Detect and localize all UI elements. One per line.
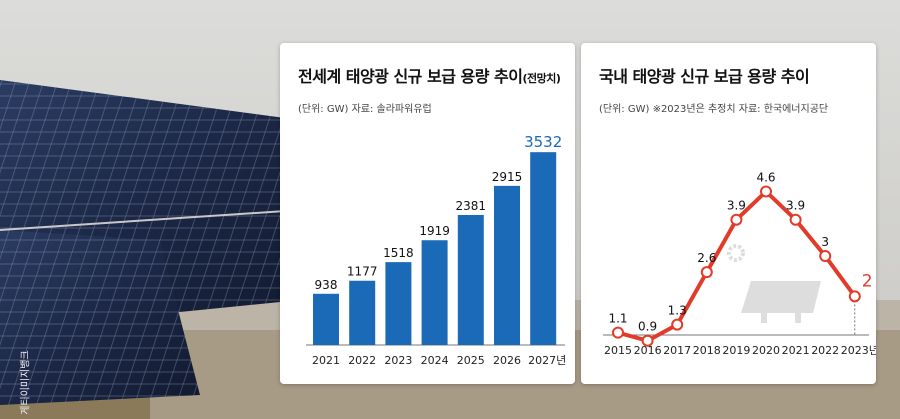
x-tick-label: 2024 (421, 354, 449, 367)
chart-title-suffix: (전망치) (522, 72, 561, 85)
panel-leg (761, 313, 767, 323)
bar (457, 215, 484, 345)
x-tick-label: 2026 (493, 354, 521, 367)
data-label: 1518 (383, 246, 414, 260)
data-label: 2 (862, 271, 873, 291)
x-tick-label: 2021 (782, 344, 810, 357)
data-label: 0.9 (638, 320, 657, 334)
x-tick-label: 2025 (457, 354, 485, 367)
data-point (700, 266, 713, 279)
line-chart: 1.1 2015 0.9 2016 1.3 2017 2.6 2018 3.9 2019 4.6 20… (603, 170, 876, 357)
x-tick-label: 2023 (384, 354, 412, 367)
bar (313, 293, 339, 345)
data-label: 1919 (419, 224, 450, 238)
data-label: 4.6 (756, 170, 775, 184)
domestic-solar-card: 국내 태양광 신규 보급 용량 추이 (단위: GW) ※2023년은 추정치 … (581, 43, 876, 384)
data-point (789, 213, 802, 226)
x-tick-label: 2016 (634, 344, 662, 357)
data-point (730, 213, 743, 226)
chart-title: 국내 태양광 신규 보급 용량 추이 (599, 67, 810, 86)
photo-credit: 게티이미지뱅크 (20, 350, 32, 415)
solar-panel-icon (741, 281, 821, 323)
x-tick-label: 2020 (752, 344, 780, 357)
bar (385, 262, 412, 345)
data-point (641, 334, 654, 347)
x-tick-label: 2018 (693, 344, 721, 357)
data-label: 2915 (492, 170, 523, 184)
data-label: 3 (821, 235, 829, 249)
data-label: 2381 (456, 199, 487, 213)
panel-shape (741, 281, 821, 313)
gear-icon (727, 244, 745, 262)
data-point (612, 326, 624, 339)
chart-title: 전세계 태양광 신규 보급 용량 추이(전망치) (298, 63, 561, 87)
data-label: 1.3 (668, 304, 687, 318)
global-solar-card: 전세계 태양광 신규 보급 용량 추이(전망치) (단위: GW) 자료: 솔라… (280, 43, 575, 384)
data-point (819, 250, 832, 263)
bar (421, 240, 448, 345)
data-label: 3.9 (786, 199, 805, 213)
bar (494, 185, 520, 345)
x-tick-label: 2017 (663, 344, 691, 357)
chart-subtitle: (단위: GW) ※2023년은 추정치 자료: 한국에너지공단 (599, 104, 829, 115)
bar (530, 152, 557, 345)
data-point (848, 290, 861, 303)
bar-chart: 938 2021 1177 2022 1518 2023 1919 2024 2381 2025 2… (306, 133, 566, 367)
data-point (760, 185, 772, 198)
x-tick-label: 2015 (604, 344, 632, 357)
x-tick-label: 2023년 (841, 344, 876, 357)
x-tick-label: 2021 (312, 354, 340, 367)
data-label: 1.1 (608, 312, 627, 326)
data-point (671, 318, 684, 331)
x-tick-label: 2019 (722, 344, 750, 357)
data-label: 3.9 (727, 199, 746, 213)
data-label: 1177 (347, 265, 378, 279)
data-label: 2.6 (697, 251, 716, 265)
x-tick-label: 2027년 (528, 354, 566, 367)
chart-subtitle: (단위: GW) 자료: 솔라파워유럽 (298, 104, 432, 115)
x-tick-label: 2022 (348, 354, 376, 367)
x-tick-label: 2022 (811, 344, 839, 357)
panel-leg (795, 313, 801, 323)
data-label: 3532 (524, 133, 562, 151)
chart-title-text: 전세계 태양광 신규 보급 용량 추이 (298, 67, 523, 86)
bar (349, 280, 376, 345)
data-label: 938 (315, 278, 338, 292)
